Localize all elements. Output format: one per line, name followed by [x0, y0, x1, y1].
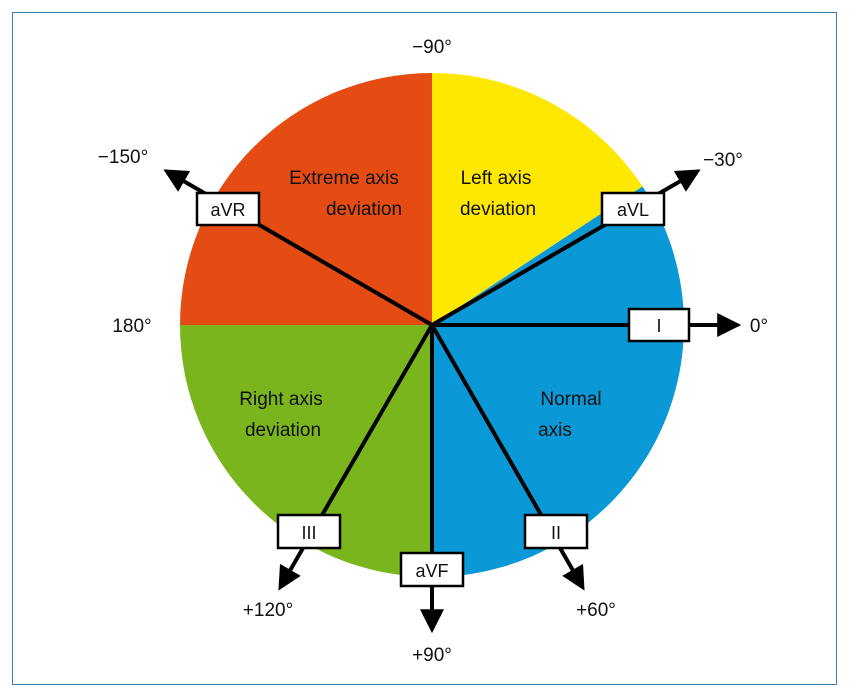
extreme-axis-label-line1: Extreme axis [289, 168, 399, 189]
lead-avf-box: aVF [399, 551, 465, 588]
angle-label-minus30: −30° [703, 150, 743, 171]
right-axis-label-line1: Right axis [239, 389, 322, 410]
normal-axis-sector [432, 186, 684, 577]
left-axis-label-line1: Left axis [461, 168, 532, 189]
normal-axis-label-line2: axis [538, 420, 572, 441]
angle-label-plus60: +60° [576, 600, 616, 621]
extreme-axis-label-line2: deviation [326, 199, 402, 220]
angle-label-plus90: +90° [412, 645, 452, 666]
angle-label-minus150: −150° [98, 147, 148, 168]
angle-label-minus90: −90° [412, 37, 452, 58]
lead-avf-label: aVF [415, 561, 448, 581]
lead-iii-box: III [276, 513, 342, 550]
right-axis-label-line2: deviation [245, 420, 321, 441]
normal-axis-label-line1: Normal [540, 389, 601, 410]
lead-i-label: I [656, 316, 661, 336]
left-axis-sector [432, 73, 643, 325]
lead-ii-label: II [551, 523, 561, 543]
right-axis-sector [180, 325, 432, 577]
angle-label-180: 180° [112, 316, 151, 337]
left-axis-label-line2: deviation [460, 199, 536, 220]
lead-ii-box: II [523, 513, 589, 550]
lead-avl-box: aVL [600, 191, 666, 227]
extreme-axis-sector [180, 73, 432, 325]
angle-label-plus120: +120° [243, 600, 293, 621]
angle-label-0: 0° [750, 316, 768, 337]
lead-avr-label: aVR [210, 200, 245, 220]
lead-avr-box: aVR [195, 191, 261, 227]
lead-i-box: I [627, 307, 691, 343]
lead-iii-label: III [301, 523, 316, 543]
lead-avl-label: aVL [617, 200, 649, 220]
